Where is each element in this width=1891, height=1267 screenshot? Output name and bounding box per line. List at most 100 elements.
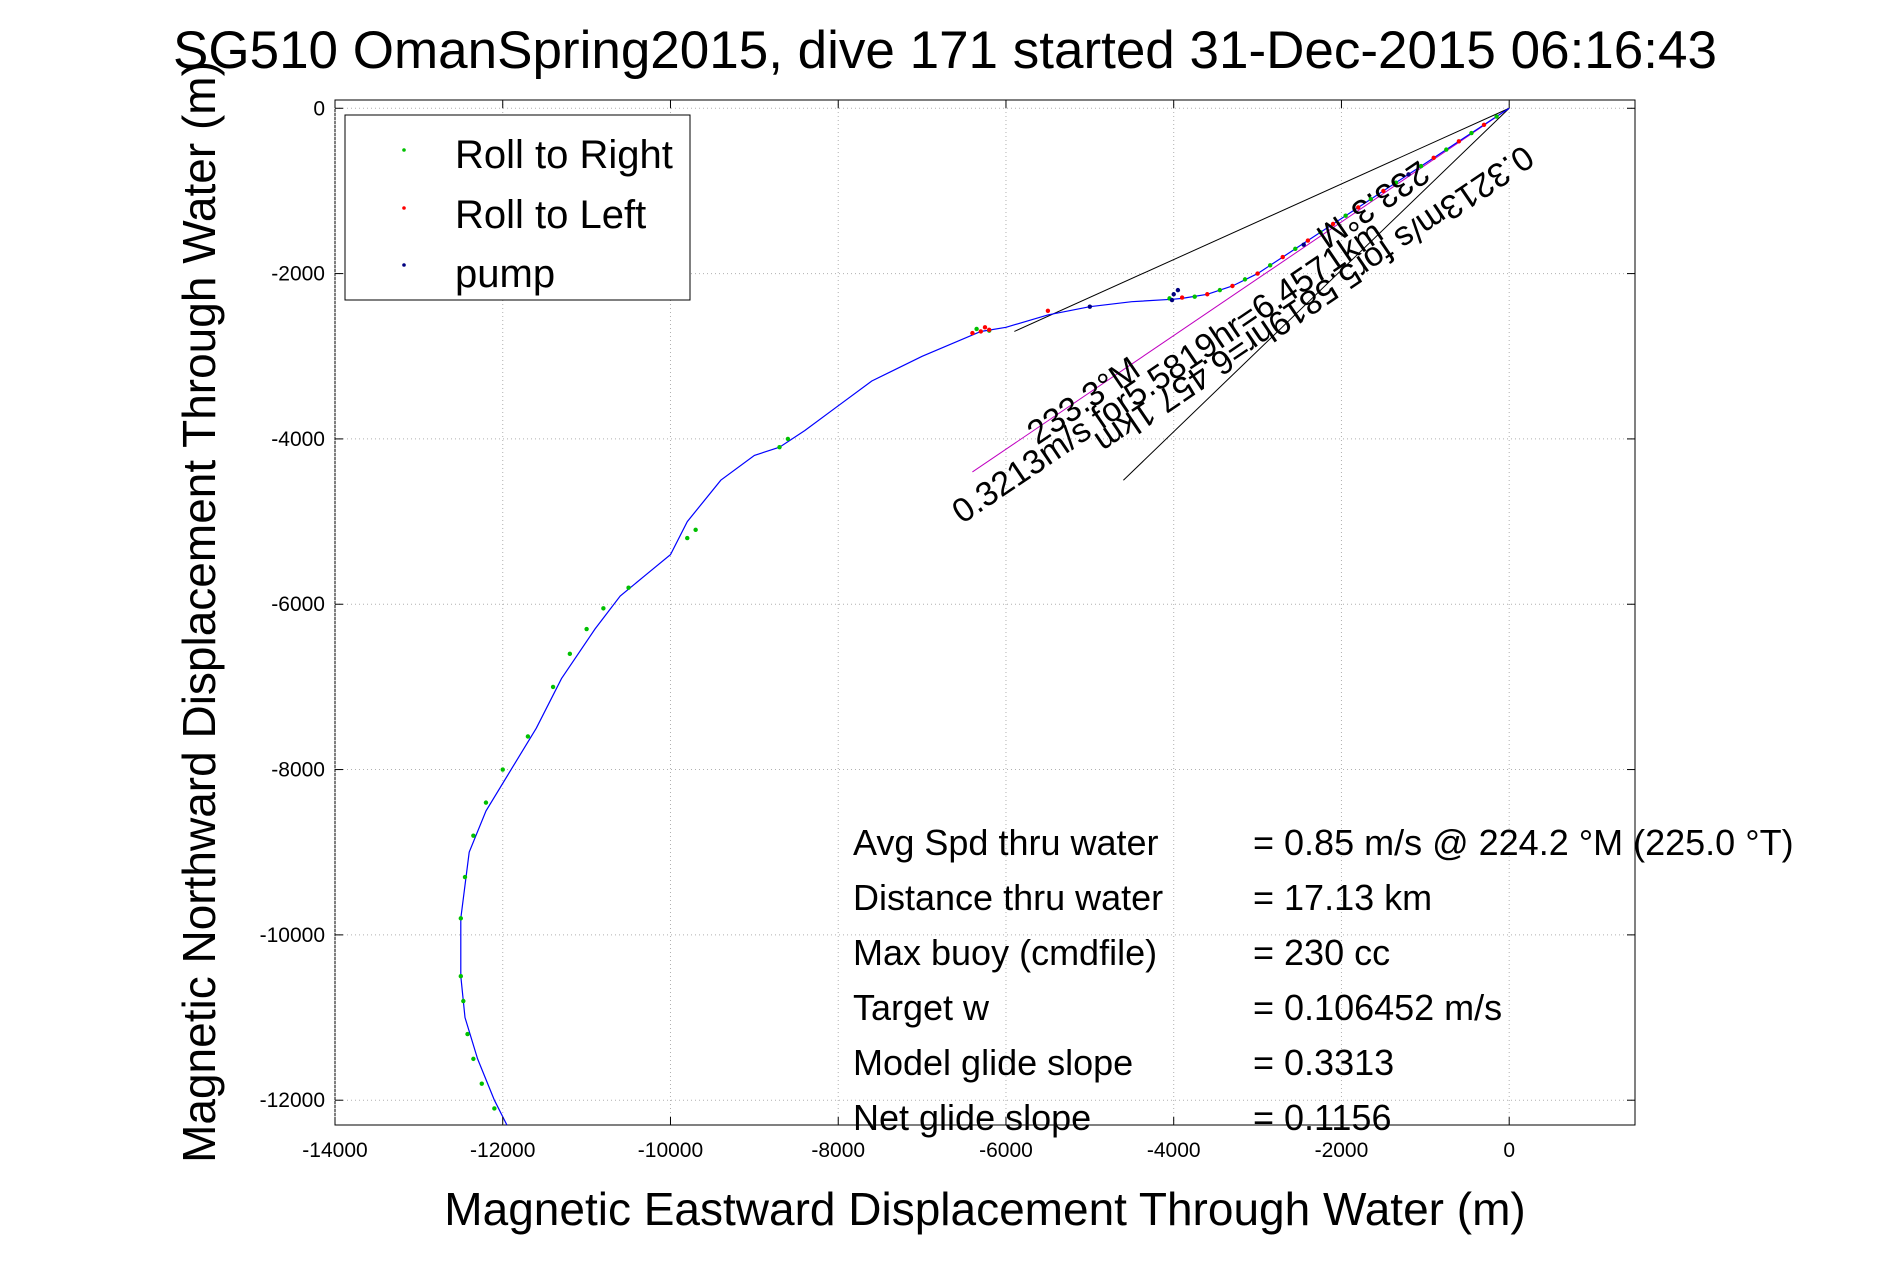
x-tick-label: -2000 [1315,1139,1369,1162]
marker-roll-left [1431,155,1436,161]
y-tick-label: -10000 [260,924,325,947]
marker-roll-right [525,734,531,739]
marker-roll-right [1368,196,1374,202]
marker-pump [1301,242,1306,247]
marker-layer [458,114,1499,1111]
stats-block: Avg Spd thru water = 0.85 m/s @ 224.2 °M… [853,822,1794,1138]
legend-marker-roll-left [402,206,406,210]
y-tick-label: -4000 [271,428,325,451]
marker-roll-left [1356,205,1361,210]
marker-roll-right [1293,246,1298,251]
marker-roll-right [693,527,698,533]
marker-roll-left [1456,139,1462,144]
marker-roll-left [1481,122,1487,127]
marker-roll-right [1343,213,1348,218]
stat-label-distance: Distance thru water [853,877,1163,918]
stat-label-net-glide: Net glide slope [853,1097,1091,1138]
y-tick-label: -2000 [271,263,325,286]
marker-roll-right [777,444,782,450]
marker-roll-right [461,998,466,1004]
x-tick-label: 0 [1503,1139,1515,1162]
marker-roll-right [458,974,464,979]
cone-line [1014,107,1510,332]
marker-roll-left [1179,295,1185,300]
marker-roll-left [1045,308,1051,313]
y-tick-label: -12000 [260,1089,325,1112]
legend-marker-pump [402,263,406,267]
marker-pump [1171,292,1176,297]
x-tick-label: -8000 [811,1139,865,1162]
legend-label-roll-right: Roll to Right [455,133,673,177]
marker-pump [1406,172,1411,177]
stat-value-max-buoy: = 230 cc [1253,932,1390,973]
marker-roll-right [1494,114,1499,119]
marker-roll-right [1192,294,1197,299]
marker-roll-left [1205,292,1210,297]
legend: Roll to Right Roll to Left pump [344,114,691,301]
marker-roll-right [584,626,589,632]
marker-roll-right [462,874,468,880]
marker-roll-left [1255,271,1260,276]
marker-roll-right [465,1031,470,1037]
y-tick-label: 0 [313,97,325,120]
marker-pump [1169,297,1175,303]
x-tick-label: -10000 [638,1139,703,1162]
y-tick-label: -6000 [271,593,325,616]
y-ticks: 0 -2000 -4000 -6000 -8000 -10000 -12000 [260,97,1635,1112]
marker-roll-right [500,767,505,772]
marker-roll-right [483,800,489,805]
marker-roll-right [1242,277,1248,282]
chart-title: SG510 OmanSpring2015, dive 171 started 3… [173,21,1717,80]
cone-line [1123,107,1510,481]
marker-roll-right [1444,147,1449,152]
bearing-line [972,107,1510,473]
marker-pump [1087,304,1093,309]
bearing-cone [972,107,1510,481]
marker-roll-right [492,1106,497,1111]
marker-roll-right [1393,180,1399,185]
legend-label-pump: pump [455,252,555,296]
x-tick-label: -4000 [1147,1139,1201,1162]
marker-roll-left [1280,254,1285,260]
x-tick-label: -6000 [979,1139,1033,1162]
marker-pump [1175,287,1181,293]
marker-roll-right [1217,287,1223,293]
marker-roll-right [626,585,631,590]
marker-roll-right [601,606,606,611]
marker-roll-right [685,535,690,541]
marker-roll-right [458,916,464,921]
marker-roll-left [982,325,988,330]
marker-roll-right [785,436,791,442]
marker-roll-left [970,330,975,336]
stat-value-distance: = 17.13 km [1253,877,1432,918]
marker-roll-left [1230,283,1235,289]
marker-roll-left [1305,238,1311,243]
plot-area: 233.3°M0.3213m/s for5.5819hr=6.457 1km23… [334,99,1636,1126]
stat-label-max-buoy: Max buoy (cmdfile) [853,932,1157,973]
marker-roll-right [1418,163,1424,169]
marker-roll-left [1381,188,1386,194]
marker-roll-right [550,684,556,690]
marker-roll-right [471,833,476,838]
stat-value-model-glide: = 0.3313 [1253,1042,1394,1083]
legend-marker-roll-right [402,148,406,152]
x-ticks: -14000 -12000 -10000 -8000 -6000 -4000 -2000 0 [302,100,1515,1162]
stat-value-avg-speed: = 0.85 m/s @ 224.2 °M (225.0 °T) [1253,822,1794,863]
grid-layer [334,100,1635,1125]
marker-roll-right [1318,230,1323,235]
marker-roll-right [1469,130,1474,136]
y-tick-label: -8000 [271,759,325,782]
marker-roll-right [1267,263,1273,268]
stat-label-target-w: Target w [853,987,990,1028]
marker-roll-left [978,329,984,334]
x-tick-label: -12000 [470,1139,535,1162]
stat-label-avg-speed: Avg Spd thru water [853,822,1159,863]
marker-roll-left [986,327,992,332]
stat-value-net-glide: = 0.1156 [1253,1097,1391,1138]
y-axis-title: Magnetic Northward Displacement Through … [173,61,225,1163]
marker-roll-right [567,651,573,657]
stat-value-target-w: = 0.106452 m/s [1253,987,1502,1028]
stat-label-model-glide: Model glide slope [853,1042,1133,1083]
x-tick-label: -14000 [302,1139,367,1162]
